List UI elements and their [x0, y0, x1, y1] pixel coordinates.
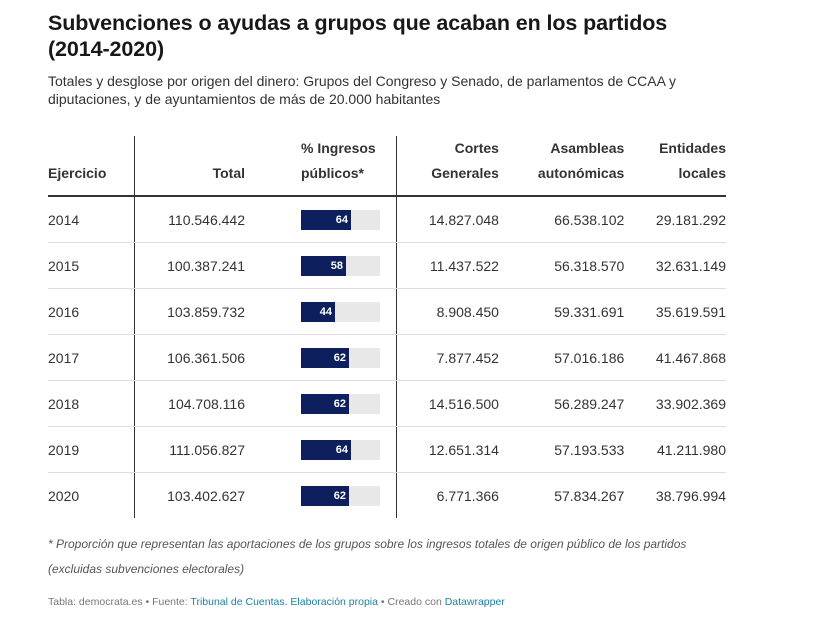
cell-year: 2017: [48, 334, 135, 381]
pct-bar: [301, 255, 346, 276]
pct-bar: [301, 439, 351, 460]
cell-asambleas: 66.538.102: [498, 196, 625, 243]
footer-separator: • Fuente:: [142, 596, 191, 608]
cell-pct: 44: [273, 288, 397, 335]
source-link[interactable]: Tribunal de Cuentas. Elaboración propia: [190, 596, 378, 608]
cell-cortes: 12.651.314: [396, 426, 499, 473]
chart-container: Subvenciones o ayudas a grupos que acaba…: [48, 10, 728, 608]
table-row: 2014 110.546.442 64 14.827.048 66.538.102 29.…: [48, 196, 726, 243]
cell-year: 2015: [48, 242, 135, 289]
cell-asambleas: 59.331.691: [498, 288, 625, 335]
bar-track: 44: [301, 301, 380, 322]
cell-pct: 64: [273, 196, 397, 243]
table-row: 2018 104.708.116 62 14.516.500 56.289.247 33.…: [48, 380, 726, 427]
cell-total: 111.056.827: [134, 426, 273, 473]
footer-separator: • Creado con: [377, 596, 445, 608]
chart-title: Subvenciones o ayudas a grupos que acaba…: [48, 11, 668, 61]
cell-asambleas: 56.289.247: [498, 380, 625, 427]
bar-track: 64: [301, 439, 380, 460]
table-row: 2020 103.402.627 62 6.771.366 57.834.267 38.7…: [48, 472, 726, 518]
cell-pct: 62: [273, 380, 397, 427]
header-asambleas[interactable]: Asambleas autonómicas: [498, 136, 625, 197]
cell-year: 2019: [48, 426, 135, 473]
cell-entidades: 41.467.868: [624, 334, 726, 381]
cell-year: 2014: [48, 196, 135, 243]
table-row: 2015 100.387.241 58 11.437.522 56.318.570 32.…: [48, 242, 726, 289]
footer-table-label: Tabla: democrata.es: [48, 596, 143, 608]
table-row: 2016 103.859.732 44 8.908.450 59.331.691 35.6…: [48, 288, 726, 335]
pct-bar: [301, 209, 351, 230]
pct-bar-label: 62: [333, 489, 346, 502]
header-pct[interactable]: % Ingresos públicos*: [273, 136, 397, 197]
pct-bar-label: 44: [319, 305, 332, 318]
bar-track: 62: [301, 485, 380, 506]
pct-bar-label: 58: [330, 259, 343, 272]
cell-cortes: 6.771.366: [436, 487, 499, 504]
cell-asambleas: 56.318.570: [498, 242, 625, 289]
cell-entidades: 29.181.292: [624, 196, 726, 243]
cell-pct: 62: [273, 472, 397, 518]
cell-entidades: 35.619.591: [624, 288, 726, 335]
pct-bar-label: 62: [333, 351, 346, 364]
pct-bar: [301, 393, 349, 414]
cell-total: 106.361.506: [134, 334, 273, 381]
cell-total: 100.387.241: [134, 242, 273, 289]
pct-bar: [301, 347, 349, 368]
table-header-row: Ejercicio Total % Ingresos públicos* Cort…: [48, 136, 726, 197]
cell-year: 2018: [48, 380, 135, 427]
cell-pct: 64: [273, 426, 397, 473]
cell-asambleas: 57.016.186: [498, 334, 625, 381]
cell-asambleas: 57.193.533: [498, 426, 625, 473]
cell-cortes: 8.908.450: [396, 288, 499, 335]
cell-pct: 58: [273, 242, 397, 289]
header-cortes[interactable]: Cortes Generales: [396, 136, 499, 197]
cell-cortes: 14.516.500: [396, 380, 499, 427]
bar-track: 58: [301, 255, 380, 276]
table-row: 2017 106.361.506 62 7.877.452 57.016.186 41.4…: [48, 334, 726, 381]
cell-year: 2020: [48, 472, 135, 518]
footnote: * Proporción que representan las aportac…: [48, 537, 687, 576]
cell-total: 103.859.732: [134, 288, 273, 335]
cell-pct: 62: [273, 334, 397, 381]
header-year[interactable]: Ejercicio: [48, 136, 135, 197]
header-total[interactable]: Total: [134, 136, 273, 197]
datawrapper-link[interactable]: Datawrapper: [444, 596, 505, 608]
cell-total: 103.402.627: [167, 487, 245, 504]
table-body: 2014 110.546.442 64 14.827.048 66.538.102 29.…: [48, 196, 726, 518]
pct-bar-label: 64: [335, 213, 348, 226]
cell-entidades: 41.211.980: [624, 426, 726, 473]
header-entidades[interactable]: Entidades locales: [624, 136, 726, 197]
cell-year: 2016: [48, 288, 135, 335]
cell-entidades: 38.796.994: [655, 487, 726, 504]
data-table: Ejercicio Total % Ingresos públicos* Cort…: [48, 136, 726, 518]
cell-total: 110.546.442: [134, 196, 273, 243]
bar-track: 62: [301, 393, 380, 414]
cell-cortes: 7.877.452: [396, 334, 499, 381]
bar-track: 62: [301, 347, 380, 368]
cell-total: 104.708.116: [134, 380, 273, 427]
cell-entidades: 32.631.149: [624, 242, 726, 289]
cell-entidades: 33.902.369: [624, 380, 726, 427]
cell-cortes: 14.827.048: [396, 196, 499, 243]
bar-track: 64: [301, 209, 380, 230]
table-row: 2019 111.056.827 64 12.651.314 57.193.533 41.…: [48, 426, 726, 473]
pct-bar: [301, 301, 335, 322]
chart-subtitle: Totales y desglose por origen del dinero…: [48, 73, 677, 107]
cell-cortes: 11.437.522: [396, 242, 499, 289]
cell-asambleas: 57.834.267: [554, 487, 625, 504]
pct-bar-label: 62: [333, 397, 346, 410]
pct-bar: [301, 485, 349, 506]
pct-bar-label: 64: [335, 443, 348, 456]
footer: Tabla: democrata.es • Fuente: Tribunal d…: [48, 596, 728, 608]
